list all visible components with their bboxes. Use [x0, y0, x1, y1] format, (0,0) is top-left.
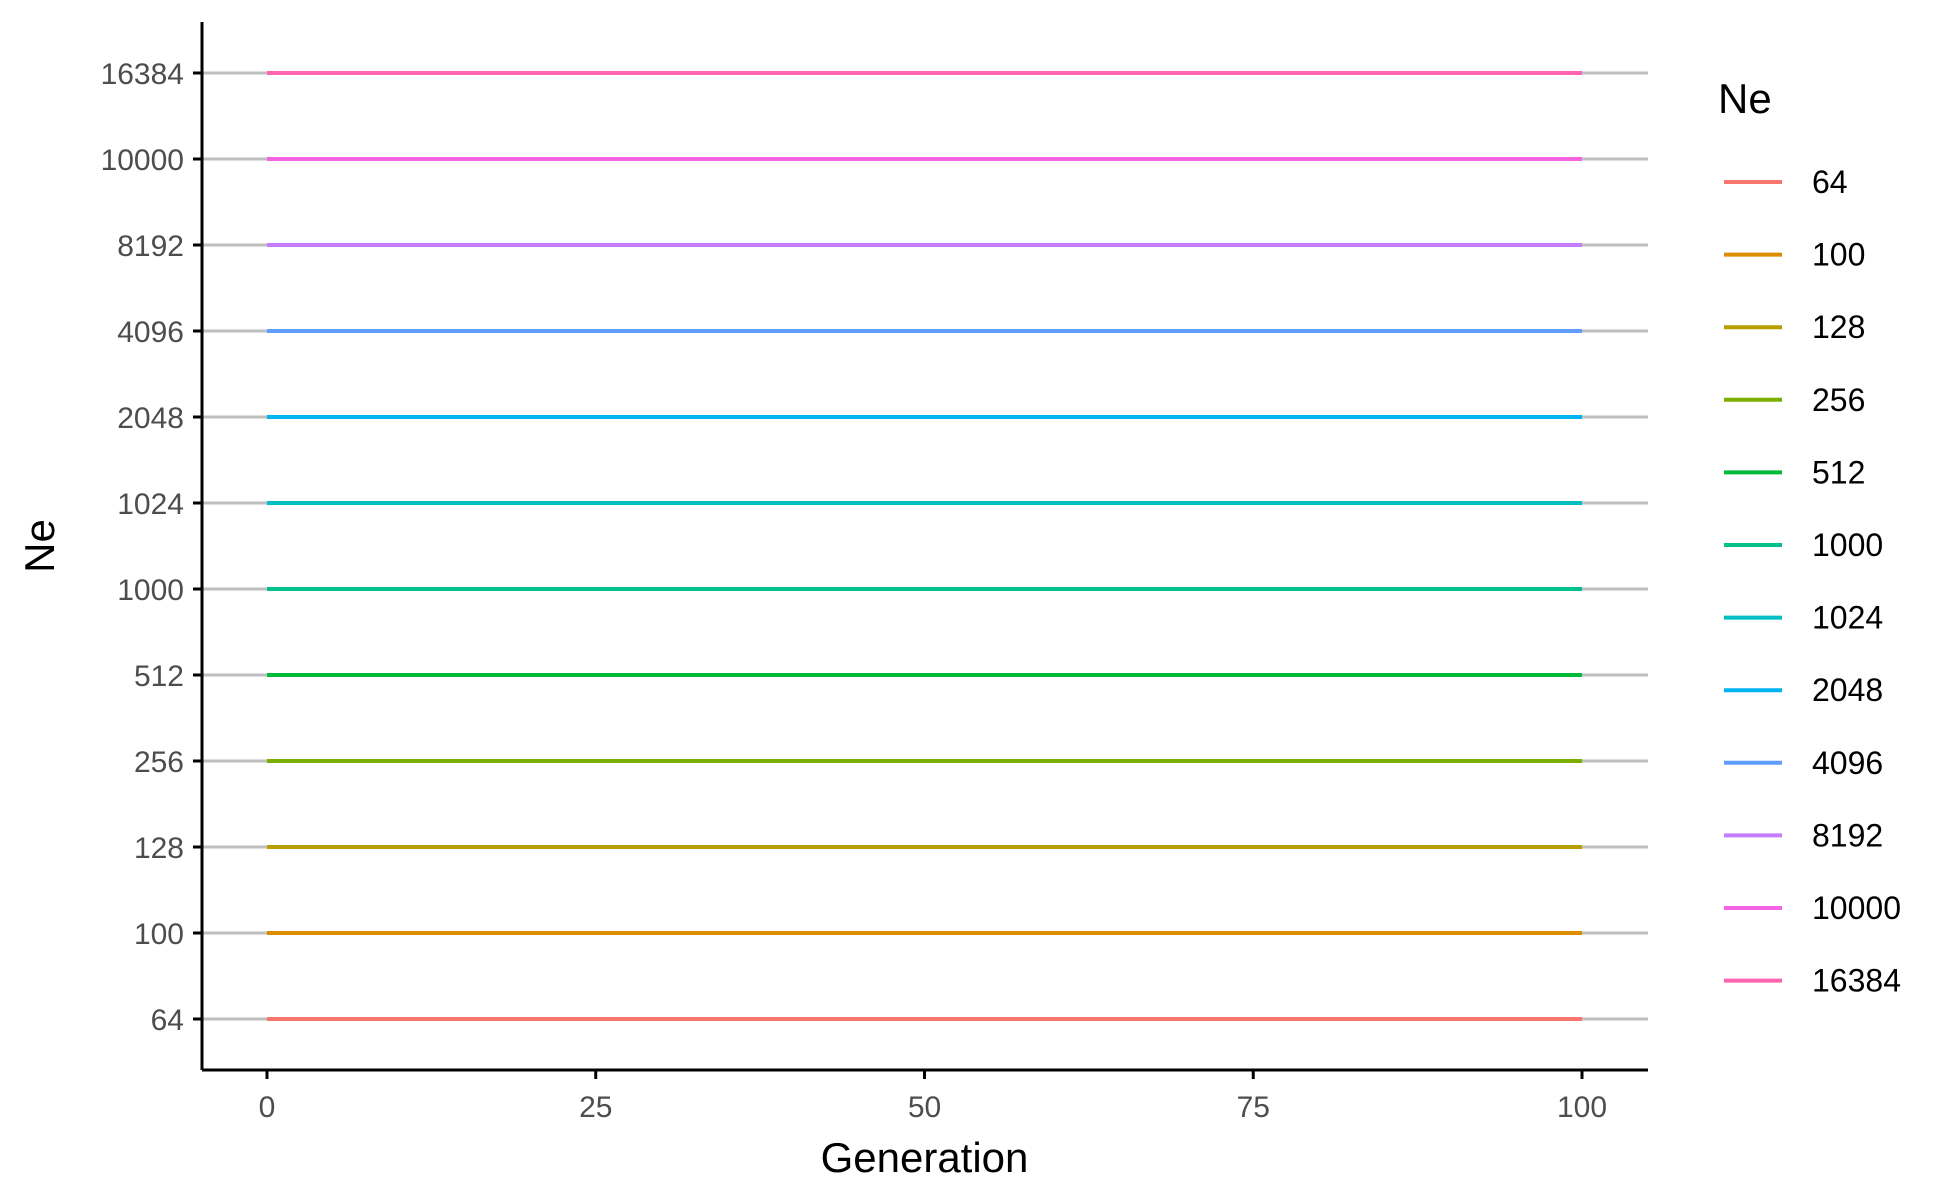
x-tick-label-25: 25 [579, 1091, 612, 1124]
y-ticks: 64 100 128 256 512 1000 1024 2048 4096 8192 10000 1… [101, 58, 202, 1037]
y-tick-label-4096: 4096 [117, 316, 184, 349]
series-lines [267, 71, 1582, 1021]
legend-label-4096: 4096 [1812, 745, 1883, 781]
legend-label-1000: 1000 [1812, 527, 1883, 563]
legend-label-10000: 10000 [1812, 890, 1901, 926]
y-tick-label-100: 100 [134, 918, 184, 951]
x-tick-label-75: 75 [1237, 1091, 1270, 1124]
legend-label-64: 64 [1812, 164, 1848, 200]
y-axis-title: Ne [16, 519, 63, 573]
y-tick-label-512: 512 [134, 660, 184, 693]
y-tick-label-1024: 1024 [117, 488, 184, 521]
legend-label-8192: 8192 [1812, 817, 1883, 853]
legend-label-100: 100 [1812, 237, 1865, 273]
x-tick-label-0: 0 [259, 1091, 276, 1124]
legend-label-256: 256 [1812, 382, 1865, 418]
legend-title: Ne [1718, 75, 1772, 122]
legend-label-1024: 1024 [1812, 600, 1883, 636]
legend-label-16384: 16384 [1812, 963, 1901, 999]
y-tick-label-64: 64 [151, 1004, 184, 1037]
y-tick-label-1000: 1000 [117, 574, 184, 607]
y-tick-label-16384: 16384 [101, 58, 184, 91]
legend-label-2048: 2048 [1812, 672, 1883, 708]
legend: Ne 64 100 128 256 512 1000 1024 2048 4096 8192 100… [1718, 75, 1901, 999]
x-tick-label-100: 100 [1557, 1091, 1607, 1124]
legend-label-128: 128 [1812, 309, 1865, 345]
x-axis-title: Generation [821, 1134, 1029, 1181]
legend-items: 64 100 128 256 512 1000 1024 2048 4096 8192 10000 1… [1724, 164, 1901, 999]
legend-label-512: 512 [1812, 454, 1865, 490]
x-tick-label-50: 50 [908, 1091, 941, 1124]
y-tick-label-2048: 2048 [117, 402, 184, 435]
y-tick-label-256: 256 [134, 746, 184, 779]
y-tick-label-8192: 8192 [117, 230, 184, 263]
x-ticks: 0 25 50 75 100 [259, 1070, 1607, 1124]
y-tick-label-128: 128 [134, 832, 184, 865]
y-tick-label-10000: 10000 [101, 144, 184, 177]
